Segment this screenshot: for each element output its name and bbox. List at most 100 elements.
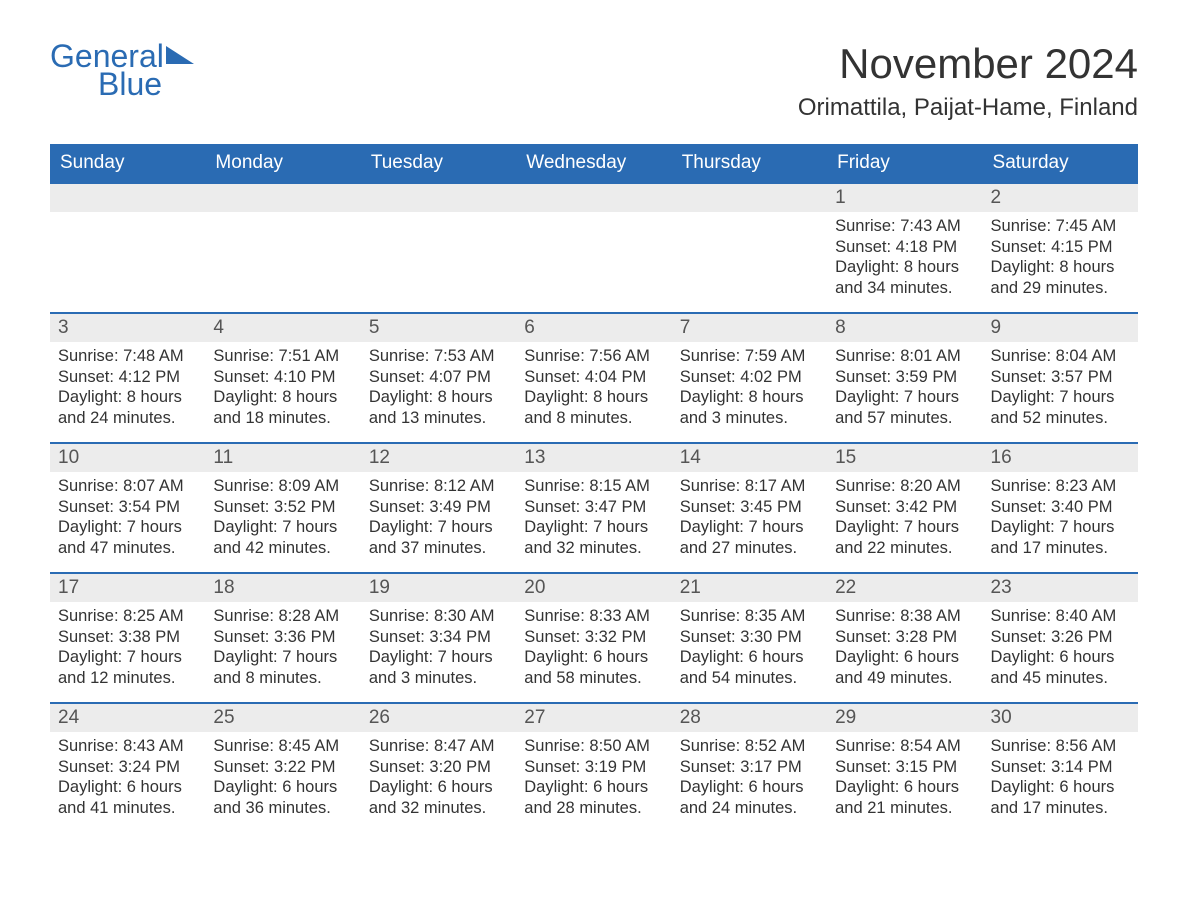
sunrise-line: Sunrise: 7:48 AM bbox=[58, 346, 197, 367]
sunset-value: 4:04 PM bbox=[585, 368, 646, 386]
weekday-header: Tuesday bbox=[361, 144, 516, 182]
sunrise-value: 8:40 AM bbox=[1056, 607, 1117, 625]
daylight-label: Daylight: bbox=[835, 518, 899, 536]
sunrise-value: 8:56 AM bbox=[1056, 737, 1117, 755]
weekday-header: Sunday bbox=[50, 144, 205, 182]
daylight-label: Daylight: bbox=[58, 518, 122, 536]
day-cell: 27Sunrise: 8:50 AMSunset: 3:19 PMDayligh… bbox=[516, 704, 671, 832]
daylight-line2: and 3 minutes. bbox=[369, 668, 508, 689]
weekday-header: Wednesday bbox=[516, 144, 671, 182]
sunrise-value: 8:30 AM bbox=[434, 607, 495, 625]
daylight-label: Daylight: bbox=[213, 778, 277, 796]
sunset-value: 3:20 PM bbox=[429, 758, 490, 776]
daylight-value1: 6 hours bbox=[904, 778, 959, 796]
day-cell: 29Sunrise: 8:54 AMSunset: 3:15 PMDayligh… bbox=[827, 704, 982, 832]
sunrise-label: Sunrise: bbox=[213, 477, 274, 495]
sunset-label: Sunset: bbox=[680, 498, 736, 516]
sunset-value: 3:36 PM bbox=[274, 628, 335, 646]
day-cell: 9Sunrise: 8:04 AMSunset: 3:57 PMDaylight… bbox=[983, 314, 1138, 442]
sunrise-line: Sunrise: 8:20 AM bbox=[835, 476, 974, 497]
day-cell: 25Sunrise: 8:45 AMSunset: 3:22 PMDayligh… bbox=[205, 704, 360, 832]
daylight-line1: Daylight: 6 hours bbox=[835, 647, 974, 668]
sunset-label: Sunset: bbox=[213, 628, 269, 646]
daylight-value1: 6 hours bbox=[282, 778, 337, 796]
sunrise-line: Sunrise: 8:04 AM bbox=[991, 346, 1130, 367]
daylight-value1: 6 hours bbox=[904, 648, 959, 666]
sunrise-value: 8:25 AM bbox=[123, 607, 184, 625]
day-body: Sunrise: 8:43 AMSunset: 3:24 PMDaylight:… bbox=[50, 732, 205, 825]
sunrise-label: Sunrise: bbox=[213, 607, 274, 625]
daylight-line1: Daylight: 6 hours bbox=[680, 777, 819, 798]
sunset-label: Sunset: bbox=[680, 758, 736, 776]
sunset-label: Sunset: bbox=[369, 368, 425, 386]
day-cell: 23Sunrise: 8:40 AMSunset: 3:26 PMDayligh… bbox=[983, 574, 1138, 702]
sunset-value: 3:59 PM bbox=[896, 368, 957, 386]
daylight-line2: and 42 minutes. bbox=[213, 538, 352, 559]
daylight-value1: 7 hours bbox=[282, 518, 337, 536]
weekday-header: Monday bbox=[205, 144, 360, 182]
daylight-line2: and 47 minutes. bbox=[58, 538, 197, 559]
sunrise-line: Sunrise: 8:43 AM bbox=[58, 736, 197, 757]
week-row: 3Sunrise: 7:48 AMSunset: 4:12 PMDaylight… bbox=[50, 312, 1138, 442]
day-body: Sunrise: 8:09 AMSunset: 3:52 PMDaylight:… bbox=[205, 472, 360, 565]
sunset-value: 4:15 PM bbox=[1051, 238, 1112, 256]
day-cell: 8Sunrise: 8:01 AMSunset: 3:59 PMDaylight… bbox=[827, 314, 982, 442]
day-cell: 19Sunrise: 8:30 AMSunset: 3:34 PMDayligh… bbox=[361, 574, 516, 702]
daylight-label: Daylight: bbox=[58, 778, 122, 796]
sunset-value: 3:38 PM bbox=[119, 628, 180, 646]
sunset-label: Sunset: bbox=[213, 368, 269, 386]
day-body: Sunrise: 7:53 AMSunset: 4:07 PMDaylight:… bbox=[361, 342, 516, 435]
sunset-value: 4:12 PM bbox=[119, 368, 180, 386]
daylight-line1: Daylight: 7 hours bbox=[369, 647, 508, 668]
day-cell: 15Sunrise: 8:20 AMSunset: 3:42 PMDayligh… bbox=[827, 444, 982, 572]
day-number: 19 bbox=[361, 574, 516, 602]
sunset-value: 4:18 PM bbox=[896, 238, 957, 256]
sunrise-value: 8:20 AM bbox=[900, 477, 961, 495]
daylight-line1: Daylight: 8 hours bbox=[680, 387, 819, 408]
day-cell bbox=[672, 184, 827, 312]
daylight-line2: and 41 minutes. bbox=[58, 798, 197, 819]
day-number: 4 bbox=[205, 314, 360, 342]
sunset-line: Sunset: 3:20 PM bbox=[369, 757, 508, 778]
day-number: 24 bbox=[50, 704, 205, 732]
day-cell bbox=[205, 184, 360, 312]
header: General Blue November 2024 Orimattila, P… bbox=[50, 40, 1138, 136]
sunset-line: Sunset: 3:34 PM bbox=[369, 627, 508, 648]
sunrise-line: Sunrise: 8:52 AM bbox=[680, 736, 819, 757]
daylight-value1: 7 hours bbox=[1059, 518, 1114, 536]
daylight-value1: 8 hours bbox=[593, 388, 648, 406]
sunset-line: Sunset: 4:18 PM bbox=[835, 237, 974, 258]
sunset-value: 3:40 PM bbox=[1051, 498, 1112, 516]
daylight-line2: and 8 minutes. bbox=[524, 408, 663, 429]
weekday-header: Saturday bbox=[983, 144, 1138, 182]
sunrise-label: Sunrise: bbox=[58, 347, 119, 365]
daylight-label: Daylight: bbox=[835, 258, 899, 276]
daylight-line1: Daylight: 7 hours bbox=[369, 517, 508, 538]
daylight-label: Daylight: bbox=[369, 388, 433, 406]
daylight-value1: 7 hours bbox=[127, 648, 182, 666]
day-body: Sunrise: 7:51 AMSunset: 4:10 PMDaylight:… bbox=[205, 342, 360, 435]
day-body: Sunrise: 7:56 AMSunset: 4:04 PMDaylight:… bbox=[516, 342, 671, 435]
daylight-label: Daylight: bbox=[835, 388, 899, 406]
sunrise-value: 7:56 AM bbox=[589, 347, 650, 365]
day-body: Sunrise: 8:35 AMSunset: 3:30 PMDaylight:… bbox=[672, 602, 827, 695]
sunset-value: 3:49 PM bbox=[429, 498, 490, 516]
day-body: Sunrise: 8:23 AMSunset: 3:40 PMDaylight:… bbox=[983, 472, 1138, 565]
sunrise-line: Sunrise: 8:35 AM bbox=[680, 606, 819, 627]
daylight-line2: and 18 minutes. bbox=[213, 408, 352, 429]
daylight-line2: and 37 minutes. bbox=[369, 538, 508, 559]
day-cell: 11Sunrise: 8:09 AMSunset: 3:52 PMDayligh… bbox=[205, 444, 360, 572]
week-row: 1Sunrise: 7:43 AMSunset: 4:18 PMDaylight… bbox=[50, 182, 1138, 312]
sunset-value: 3:19 PM bbox=[585, 758, 646, 776]
daylight-label: Daylight: bbox=[835, 648, 899, 666]
sunset-value: 3:34 PM bbox=[429, 628, 490, 646]
day-number: 21 bbox=[672, 574, 827, 602]
sunset-label: Sunset: bbox=[835, 628, 891, 646]
daylight-line1: Daylight: 7 hours bbox=[991, 517, 1130, 538]
sunrise-line: Sunrise: 8:25 AM bbox=[58, 606, 197, 627]
sunrise-line: Sunrise: 7:59 AM bbox=[680, 346, 819, 367]
sunrise-line: Sunrise: 8:07 AM bbox=[58, 476, 197, 497]
brand-triangle-icon bbox=[166, 46, 194, 64]
day-number: 18 bbox=[205, 574, 360, 602]
daylight-value1: 6 hours bbox=[748, 778, 803, 796]
